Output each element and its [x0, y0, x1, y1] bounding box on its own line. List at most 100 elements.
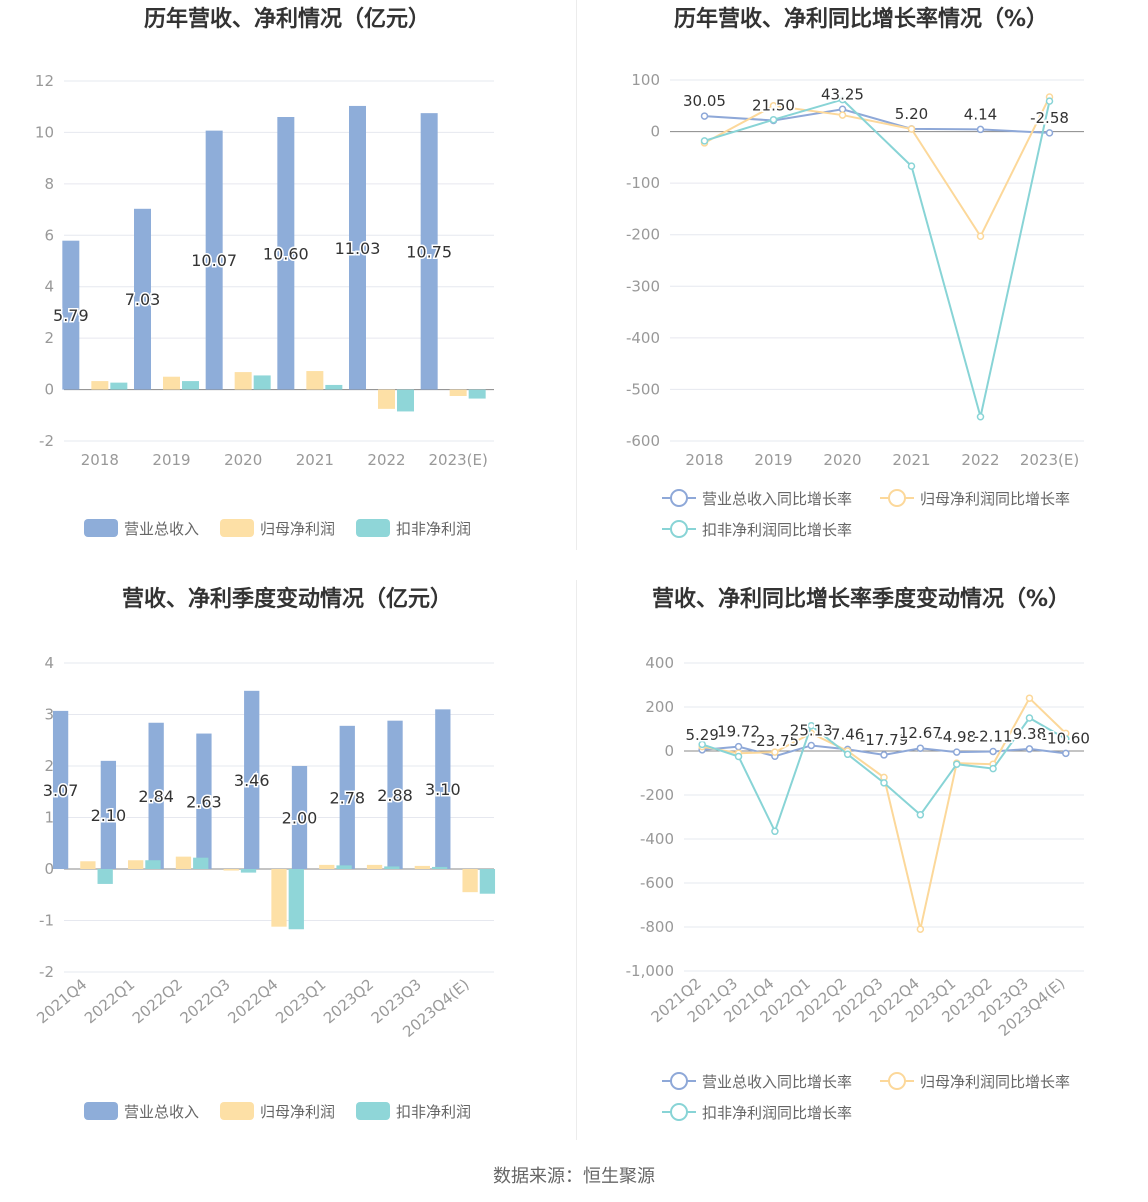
bar — [80, 861, 96, 869]
legend-marker — [670, 489, 688, 507]
data-label: 2.88 — [377, 786, 413, 805]
data-point — [769, 115, 778, 124]
legend-label: 归母净利润同比增长率 — [920, 1073, 1070, 1091]
y-tick-label: 0 — [44, 860, 54, 878]
data-point — [771, 827, 779, 836]
quarterly-amount-svg: 营收、净利季度变动情况（亿元）-2-1012342021Q42022Q12022… — [33, 586, 496, 1121]
data-point — [989, 747, 997, 756]
bar — [100, 760, 117, 869]
data-point — [976, 125, 985, 134]
legend-marker — [888, 489, 906, 507]
bar — [384, 866, 400, 869]
y-tick-label: -400 — [626, 329, 660, 347]
data-label: -10.60 — [1042, 729, 1090, 747]
data-label: 43.25 — [821, 85, 864, 103]
data-point — [838, 95, 847, 104]
data-label: 21.50 — [752, 96, 795, 114]
data-label: -23.75 — [751, 732, 799, 750]
data-source: 数据来源：恒生聚源 — [493, 1166, 655, 1187]
bar — [420, 113, 438, 390]
legend-label: 营业总收入同比增长率 — [702, 490, 852, 508]
legend-marker — [670, 520, 688, 538]
data-point — [700, 137, 709, 145]
y-tick-label: -2 — [39, 432, 54, 450]
data-label: 10.75 — [406, 242, 452, 261]
bar — [134, 208, 151, 390]
y-tick-label: 4 — [44, 654, 54, 672]
y-tick-label: -200 — [626, 226, 660, 244]
data-point — [916, 925, 925, 933]
chart-title: 历年营收、净利同比增长率情况（%） — [674, 6, 1048, 32]
data-label: 10.60 — [263, 244, 309, 263]
legend-marker — [888, 1072, 906, 1090]
bar — [62, 240, 80, 390]
bar — [349, 105, 366, 390]
y-tick-label: 8 — [44, 175, 54, 193]
quarterly-growth-chart: 营收、净利同比增长率季度变动情况（%） -1,000 -800 -600 -400 -20… — [574, 580, 1148, 1160]
data-point — [1062, 749, 1070, 758]
y-tick-label: -600 — [640, 874, 674, 892]
bar — [336, 865, 352, 869]
legend-swatch — [84, 1102, 118, 1120]
data-point — [700, 112, 709, 120]
legend-swatch — [84, 519, 118, 537]
legend-label: 扣非净利润同比增长率 — [702, 521, 852, 539]
bar — [435, 709, 451, 869]
y-tick-label: 100 — [631, 71, 660, 89]
bar — [397, 389, 414, 412]
x-tick-label: 2022 — [367, 451, 405, 469]
bar — [431, 866, 448, 869]
legend-swatch — [220, 519, 254, 537]
x-tick-label: 2020 — [224, 451, 262, 469]
bar — [148, 722, 164, 869]
data-point — [807, 721, 816, 730]
chart-title: 营收、净利同比增长率季度变动情况（%） — [652, 586, 1070, 612]
x-tick-label: 2021Q4 — [33, 975, 90, 1027]
bar — [110, 382, 128, 390]
column-divider — [576, 0, 577, 550]
chart-title: 营收、净利季度变动情况（亿元） — [122, 586, 452, 612]
bar — [306, 371, 324, 390]
data-label: -17.79 — [860, 731, 908, 749]
data-label: 5.29 — [685, 726, 718, 744]
y-tick-label: -600 — [626, 432, 660, 450]
data-point — [843, 750, 852, 759]
quarterly-growth-svg: 营收、净利同比增长率季度变动情况（%） -1,000 -800 -600 -400 -20… — [626, 586, 1092, 1122]
data-label: 2.00 — [282, 809, 318, 828]
data-label: 3.46 — [234, 771, 270, 790]
bar — [378, 389, 395, 409]
legend-swatch — [220, 1102, 254, 1120]
bar — [449, 389, 467, 396]
bar — [291, 766, 308, 869]
bar — [223, 869, 239, 871]
data-label: 4.14 — [964, 105, 997, 123]
y-tick-label: 2 — [44, 757, 54, 775]
bar — [288, 869, 304, 930]
y-tick-label: -1,000 — [626, 962, 674, 980]
data-point — [769, 102, 778, 110]
series-line — [704, 96, 1051, 239]
data-label: 2.84 — [138, 787, 174, 806]
y-tick-label: 4 — [44, 278, 54, 296]
data-label: 10.07 — [191, 251, 237, 270]
x-tick-label: 2023(E) — [428, 451, 487, 469]
data-point — [734, 752, 743, 761]
x-tick-label: 2018 — [685, 451, 723, 469]
bar — [271, 869, 287, 927]
legend-swatch — [356, 1102, 390, 1120]
y-tick-label: 400 — [645, 654, 674, 672]
x-tick-label: 2023Q1 — [272, 975, 329, 1027]
data-point — [916, 744, 925, 752]
y-tick-label: 200 — [645, 698, 674, 716]
data-point — [1062, 735, 1070, 743]
y-tick-label: 2 — [44, 329, 54, 347]
x-tick-label: 2022Q4 — [224, 975, 281, 1027]
data-label: -2.58 — [1030, 109, 1069, 127]
annual-amount-chart: 历年营收、净利情况（亿元） -2 0 2 4 6 8 10 12 2018 2019 2020 2021… — [0, 0, 574, 580]
y-tick-label: -300 — [626, 277, 660, 295]
y-tick-label: 1 — [44, 809, 54, 827]
y-tick-label: -200 — [640, 786, 674, 804]
x-tick-label: 2018 — [81, 451, 119, 469]
legend-label: 营业总收入 — [124, 520, 199, 538]
data-label: 3.10 — [425, 780, 461, 799]
